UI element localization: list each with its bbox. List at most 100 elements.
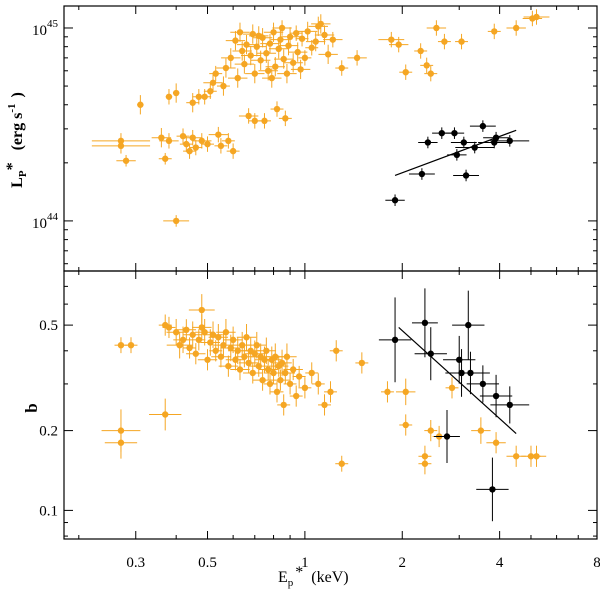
marker <box>158 134 165 141</box>
marker <box>282 115 289 122</box>
marker <box>533 453 540 460</box>
orange-point <box>486 432 506 454</box>
orange-point <box>179 136 193 152</box>
orange-point <box>214 138 228 154</box>
black-point <box>443 335 476 384</box>
orange-point <box>208 126 229 143</box>
orange-point <box>186 93 200 113</box>
orange-point <box>163 215 190 227</box>
orange-point <box>270 101 284 117</box>
marker <box>192 350 200 357</box>
orange-point <box>245 63 265 84</box>
marker <box>324 51 332 58</box>
marker <box>312 38 319 45</box>
marker <box>189 331 196 338</box>
marker <box>220 82 227 90</box>
orange-point <box>91 138 151 154</box>
marker <box>204 356 211 363</box>
y-tick-label: 0.5 <box>39 318 58 334</box>
marker <box>189 99 196 106</box>
x-tick-label: 2 <box>399 555 407 571</box>
marker <box>423 62 430 69</box>
top-y-axis-label: LP* (erg s-1) <box>4 92 29 188</box>
orange-point <box>216 76 230 96</box>
orange-point <box>252 369 273 391</box>
xlabel-unit: (keV) <box>311 569 348 586</box>
marker <box>209 79 217 86</box>
orange-point <box>275 362 296 384</box>
orange-point <box>273 49 294 69</box>
orange-point <box>414 43 428 59</box>
y-tick-label: 1044 <box>32 211 59 232</box>
orange-point <box>151 128 172 148</box>
orange-point <box>252 28 273 48</box>
marker <box>462 172 470 179</box>
orange-point <box>292 365 306 388</box>
marker <box>298 35 306 42</box>
orange-point <box>223 326 243 354</box>
marker <box>427 427 434 434</box>
orange-point <box>265 57 285 77</box>
marker <box>117 142 125 150</box>
orange-point <box>506 20 526 36</box>
marker <box>289 59 297 66</box>
marker <box>220 341 227 349</box>
y-tick-label: 1045 <box>32 18 59 39</box>
marker <box>338 64 345 72</box>
orange-point <box>277 394 291 416</box>
orange-point <box>445 377 459 399</box>
black-point <box>418 136 438 149</box>
marker <box>492 439 500 446</box>
marker <box>217 142 225 150</box>
orange-point <box>399 414 413 436</box>
marker <box>421 319 429 327</box>
orange-point <box>236 323 257 351</box>
orange-point <box>149 398 182 431</box>
orange-point <box>203 83 217 99</box>
orange-point <box>216 318 236 346</box>
marker <box>259 376 266 384</box>
orange-point <box>324 381 337 403</box>
bottom-y-axis-label: b <box>22 403 41 412</box>
marker <box>225 362 232 370</box>
axis-ticks <box>64 6 598 539</box>
orange-point <box>232 331 252 359</box>
marker <box>259 34 266 41</box>
marker <box>227 54 234 62</box>
orange-point <box>221 133 235 149</box>
marker <box>391 197 399 204</box>
orange-point <box>335 60 349 76</box>
orange-point <box>104 426 138 459</box>
marker <box>424 139 432 146</box>
marker <box>301 384 309 392</box>
marker <box>232 356 239 363</box>
marker <box>297 66 304 73</box>
marker <box>192 144 200 151</box>
marker <box>441 38 448 45</box>
marker <box>186 344 193 352</box>
marker <box>283 353 291 360</box>
orange-point <box>172 83 180 103</box>
marker <box>286 380 294 388</box>
marker <box>229 336 237 344</box>
marker <box>264 366 272 373</box>
orange-point <box>378 31 405 48</box>
top-ylabel-unit-open: (erg s <box>9 113 26 151</box>
xlabel-star: * <box>295 564 303 581</box>
black-point <box>476 457 509 522</box>
orange-point <box>165 89 173 105</box>
marker <box>165 137 173 145</box>
marker <box>358 359 366 367</box>
marker <box>204 140 211 148</box>
marker <box>489 486 496 493</box>
black-point <box>414 327 447 381</box>
marker <box>198 137 205 145</box>
orange-point <box>250 50 271 70</box>
black-point <box>452 290 485 360</box>
marker <box>467 369 474 377</box>
orange-point <box>396 378 416 406</box>
orange-point <box>258 358 278 381</box>
marker <box>232 37 239 44</box>
orange-point <box>114 337 128 354</box>
y-tick-label-exp: 44 <box>47 211 59 223</box>
